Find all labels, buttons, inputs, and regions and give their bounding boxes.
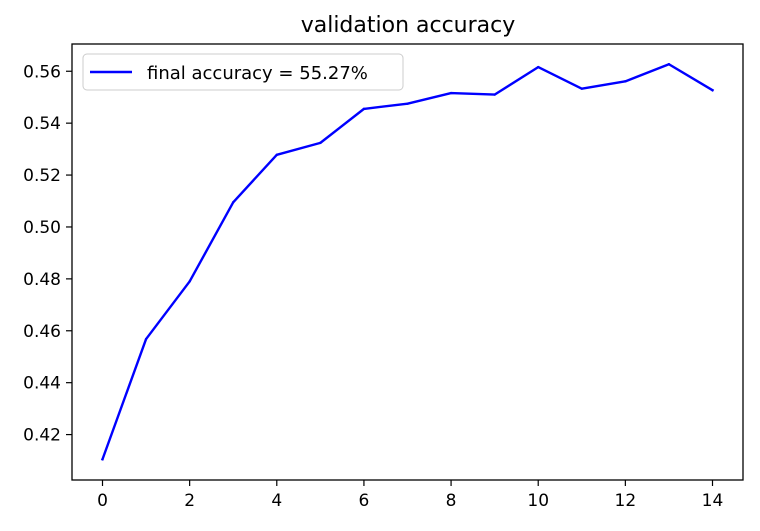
y-tick-label: 0.46 — [23, 322, 61, 342]
x-tick-label: 0 — [97, 491, 108, 511]
y-tick-label: 0.48 — [23, 270, 61, 290]
y-tick-label: 0.42 — [23, 426, 61, 446]
data-point — [624, 80, 627, 83]
y-tick-label: 0.54 — [23, 114, 61, 134]
data-point — [667, 63, 671, 66]
data-point — [232, 201, 235, 204]
x-tick-label: 14 — [702, 491, 724, 511]
data-point — [101, 458, 104, 461]
x-tick-label: 12 — [615, 491, 637, 511]
data-point — [711, 88, 714, 92]
data-point — [449, 91, 453, 95]
data-point — [144, 337, 148, 341]
data-point — [580, 87, 583, 90]
legend-box — [82, 53, 404, 91]
data-point — [406, 102, 409, 105]
y-tick-label: 0.50 — [23, 218, 61, 238]
y-tick-label: 0.44 — [23, 374, 61, 394]
legend: final accuracy = 55.27% — [82, 53, 404, 91]
data-point — [493, 93, 496, 96]
data-point — [537, 65, 540, 69]
x-tick-label: 10 — [527, 491, 549, 511]
y-tick-label: 0.56 — [23, 62, 61, 82]
chart-title: validation accuracy — [301, 13, 516, 38]
x-tick-label: 6 — [359, 491, 370, 511]
x-tick-label: 4 — [271, 491, 282, 511]
x-tick-label: 8 — [446, 491, 457, 511]
plot-frame — [71, 43, 744, 481]
x-tick-label: 2 — [184, 491, 195, 511]
data-point — [275, 153, 278, 157]
legend-label: final accuracy = 55.27% — [147, 63, 368, 84]
series-layer — [100, 63, 715, 461]
axis-ticks: 0 2 4 6 8 10 12 14 0.42 0.44 0.46 0.48 0.50 0.52 0.54 0… — [23, 62, 723, 511]
data-point — [362, 107, 366, 111]
y-tick-label: 0.52 — [23, 166, 61, 186]
data-point — [319, 141, 322, 145]
data-point — [188, 280, 191, 283]
